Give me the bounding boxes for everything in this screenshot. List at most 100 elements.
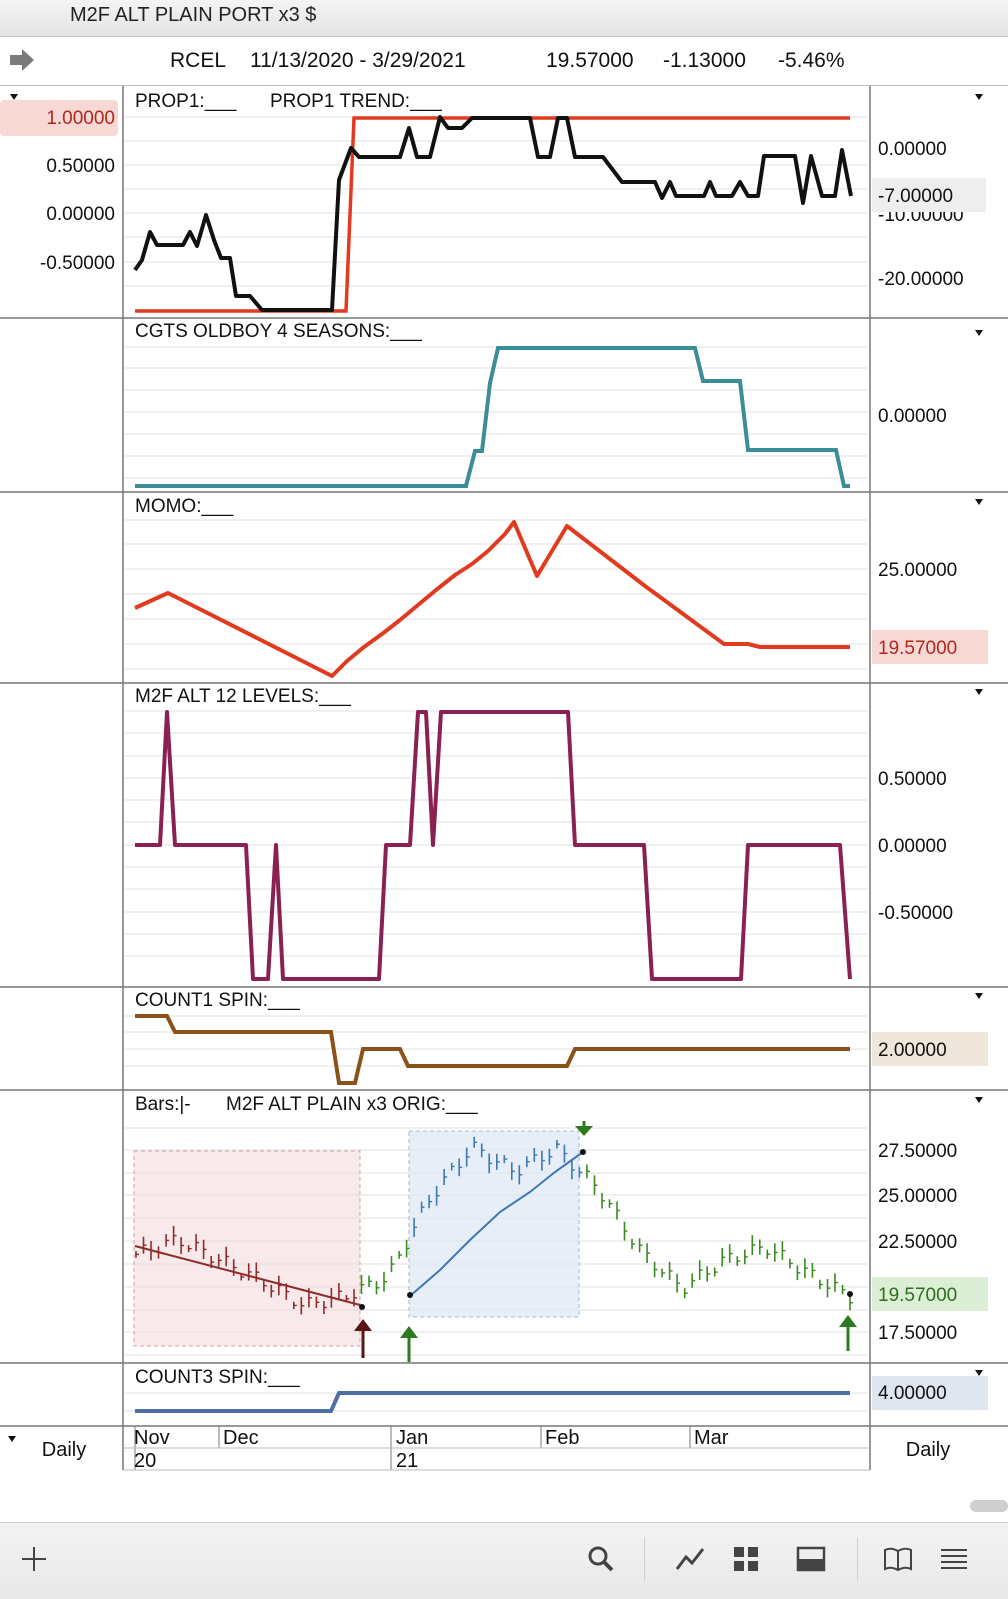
count1-label: COUNT1 SPIN:___ <box>135 990 300 1011</box>
toolbar-separator <box>857 1537 858 1581</box>
forward-arrow-icon[interactable] <box>8 47 38 73</box>
m2f12-label: M2F ALT 12 LEVELS:___ <box>135 686 351 707</box>
m2f12-line <box>135 710 852 981</box>
book-icon[interactable] <box>882 1543 914 1575</box>
quote-last-price: 19.57000 <box>546 49 634 72</box>
panel-layout-icon[interactable] <box>795 1543 827 1575</box>
month-feb: Feb <box>545 1427 579 1449</box>
prop1-trend-line <box>135 116 850 313</box>
toolbar-separator <box>644 1537 645 1581</box>
month-mar: Mar <box>694 1427 729 1449</box>
window-title: M2F ALT PLAIN PORT x3 $ <box>70 4 317 26</box>
quote-change: -1.13000 <box>663 49 746 72</box>
count3-right-badge-bg <box>872 1376 988 1410</box>
panel-bars: Bars:|- M2F ALT PLAIN x3 ORIG:___ 27.500… <box>125 1094 988 1362</box>
year-21: 21 <box>396 1450 418 1472</box>
bars-right-tick-2: 25.00000 <box>878 1186 957 1207</box>
period-left-label[interactable]: Daily <box>42 1439 86 1461</box>
m2f12-menu-caret-icon[interactable] <box>975 689 983 695</box>
panel-count3: COUNT3 SPIN:___ 4.00000 <box>125 1367 988 1413</box>
line-draw-icon[interactable] <box>674 1543 706 1575</box>
m2f-orig-label: M2F ALT PLAIN x3 ORIG:___ <box>226 1094 478 1115</box>
bars-menu-caret-icon[interactable] <box>975 1097 983 1103</box>
signal-dot-1 <box>359 1304 365 1310</box>
downtrend-zone <box>133 1150 361 1347</box>
count3-line <box>135 1391 850 1413</box>
plus-icon[interactable] <box>18 1543 50 1575</box>
prop1-right-tick-1: 0.00000 <box>878 139 947 160</box>
count1-menu-caret-icon[interactable] <box>975 993 983 999</box>
buy-arrow-icon-2 <box>400 1326 418 1362</box>
bars-right-tick-4: 17.50000 <box>878 1323 957 1344</box>
year-20: 20 <box>134 1450 156 1472</box>
quote-date-range: 11/13/2020 - 3/29/2021 <box>250 49 466 72</box>
count1-line <box>135 1014 850 1085</box>
count3-label: COUNT3 SPIN:___ <box>135 1367 300 1388</box>
chart-area[interactable]: 1.00000 0.50000 0.00000 -0.50000 PROP1:_… <box>0 86 1008 1476</box>
month-jan: Jan <box>396 1427 428 1449</box>
bottom-toolbar <box>0 1522 1008 1599</box>
bars-label: Bars:|- <box>135 1094 191 1115</box>
bars-right-tick-3: 22.50000 <box>878 1232 957 1253</box>
month-nov: Nov <box>134 1427 170 1449</box>
bars-right-badge: 19.57000 <box>878 1285 957 1306</box>
prop1-left-caret-icon[interactable] <box>10 94 18 100</box>
period-left-caret-icon[interactable] <box>8 1436 16 1442</box>
prop1-right-badge-bg <box>872 178 986 212</box>
prop1-right-badge: -7.00000 <box>878 186 953 207</box>
m2f12-right-tick-2: 0.00000 <box>878 836 947 857</box>
downtrend-line <box>134 1245 361 1306</box>
cgts-menu-caret-icon[interactable] <box>975 330 983 336</box>
m2f12-right-tick-1: 0.50000 <box>878 769 947 790</box>
prop1-left-tick-4: -0.50000 <box>40 253 115 274</box>
horizontal-scrollbar[interactable] <box>970 1500 1008 1512</box>
momo-label: MOMO:___ <box>135 496 234 517</box>
prop1-left-tick-3: 0.00000 <box>46 204 115 225</box>
signal-dot-4 <box>847 1291 853 1297</box>
month-dec: Dec <box>223 1427 259 1449</box>
buy-arrow-icon-3 <box>839 1315 857 1351</box>
momo-menu-caret-icon[interactable] <box>975 499 983 505</box>
quote-percent: -5.46% <box>778 49 845 72</box>
quote-symbol: RCEL <box>170 49 227 72</box>
signal-dot-2 <box>407 1292 413 1298</box>
quote-bar: RCEL 11/13/2020 - 3/29/2021 19.57000 -1.… <box>0 37 1008 86</box>
signal-dot-3 <box>580 1149 586 1155</box>
prop1-label: PROP1:___ <box>135 91 237 112</box>
count3-right-badge: 4.00000 <box>878 1383 947 1404</box>
prop1-left-tick-1: 1.00000 <box>46 108 115 129</box>
window-titlebar: M2F ALT PLAIN PORT x3 $ <box>0 0 1008 37</box>
search-icon[interactable] <box>585 1543 617 1575</box>
count3-menu-caret-icon[interactable] <box>975 1370 983 1376</box>
panel-prop1: 1.00000 0.50000 0.00000 -0.50000 PROP1:_… <box>0 91 986 313</box>
menu-icon[interactable] <box>938 1543 970 1575</box>
bars-right-badge-bg <box>872 1277 988 1311</box>
panel-cgts: CGTS OLDBOY 4 SEASONS:___ 0.00000 <box>125 321 983 488</box>
prop1-right-tick-2: -20.00000 <box>878 269 964 290</box>
panel-m2f12: M2F ALT 12 LEVELS:___ 0.50000 0.00000 -0… <box>125 686 983 981</box>
uptrend-line <box>409 1151 584 1297</box>
panel-count1: COUNT1 SPIN:___ 2.00000 <box>125 990 988 1085</box>
period-right-label[interactable]: Daily <box>906 1439 950 1461</box>
prop1-left-tick-2: 0.50000 <box>46 156 115 177</box>
prop1-menu-caret-icon[interactable] <box>975 94 983 100</box>
momo-line <box>134 520 850 678</box>
momo-right-badge: 19.57000 <box>878 638 957 659</box>
uptrend-zone <box>408 1130 580 1318</box>
momo-right-tick: 25.00000 <box>878 560 957 581</box>
prop1-value-badge <box>0 100 118 136</box>
bars-right-tick-1: 27.50000 <box>878 1141 957 1162</box>
prop1-trend-label: PROP1 TREND:___ <box>270 91 442 112</box>
cgts-label: CGTS OLDBOY 4 SEASONS:___ <box>135 321 422 342</box>
sell-arrow-icon <box>575 1121 593 1136</box>
price-bars <box>135 1136 853 1315</box>
momo-right-badge-bg <box>872 630 988 664</box>
prop1-line <box>133 115 853 312</box>
count1-right-badge-bg <box>872 1032 988 1066</box>
cgts-line <box>135 346 850 488</box>
count1-right-badge: 2.00000 <box>878 1040 947 1061</box>
buy-arrow-icon-1 <box>354 1319 372 1358</box>
m2f12-right-tick-3: -0.50000 <box>878 903 953 924</box>
panel-momo: MOMO:___ 25.00000 19.57000 <box>125 496 988 678</box>
grid-layout-icon[interactable] <box>730 1543 762 1575</box>
